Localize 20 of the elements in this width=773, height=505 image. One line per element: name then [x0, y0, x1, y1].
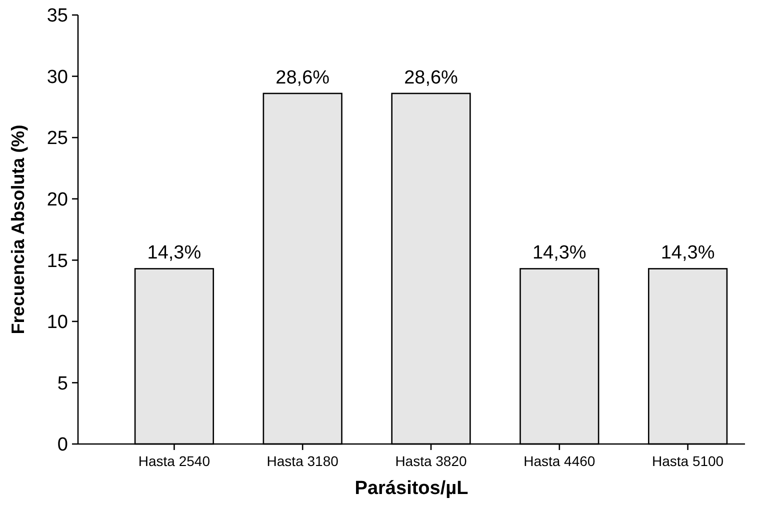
y-tick-label: 35: [46, 6, 68, 27]
x-tick-label: Hasta 3820: [395, 453, 468, 469]
x-tick-label: Hasta 4460: [524, 453, 596, 469]
x-tick-label: Hasta 5100: [652, 453, 724, 469]
x-axis-title: Parásitos/µL: [354, 478, 469, 499]
data-label: 14,3%: [147, 242, 202, 264]
y-tick-label: 20: [46, 190, 68, 211]
y-tick-label: 30: [46, 66, 68, 88]
y-tick-label: 5: [57, 373, 68, 394]
data-label: 28,6%: [404, 67, 458, 88]
y-axis-title: Frecuencia Absoluta (%): [8, 124, 28, 334]
y-tick-label: 10: [46, 312, 68, 334]
data-label: 14,3%: [660, 242, 715, 264]
x-tick-label: Hasta 3180: [266, 453, 339, 469]
data-label: 28,6%: [276, 67, 330, 88]
y-tick-label: 25: [46, 128, 68, 150]
y-tick-label: 0: [57, 434, 68, 456]
x-tick-label: Hasta 2540: [138, 453, 210, 469]
data-label: 14,3%: [532, 242, 586, 264]
y-tick-label: 15: [46, 250, 68, 272]
